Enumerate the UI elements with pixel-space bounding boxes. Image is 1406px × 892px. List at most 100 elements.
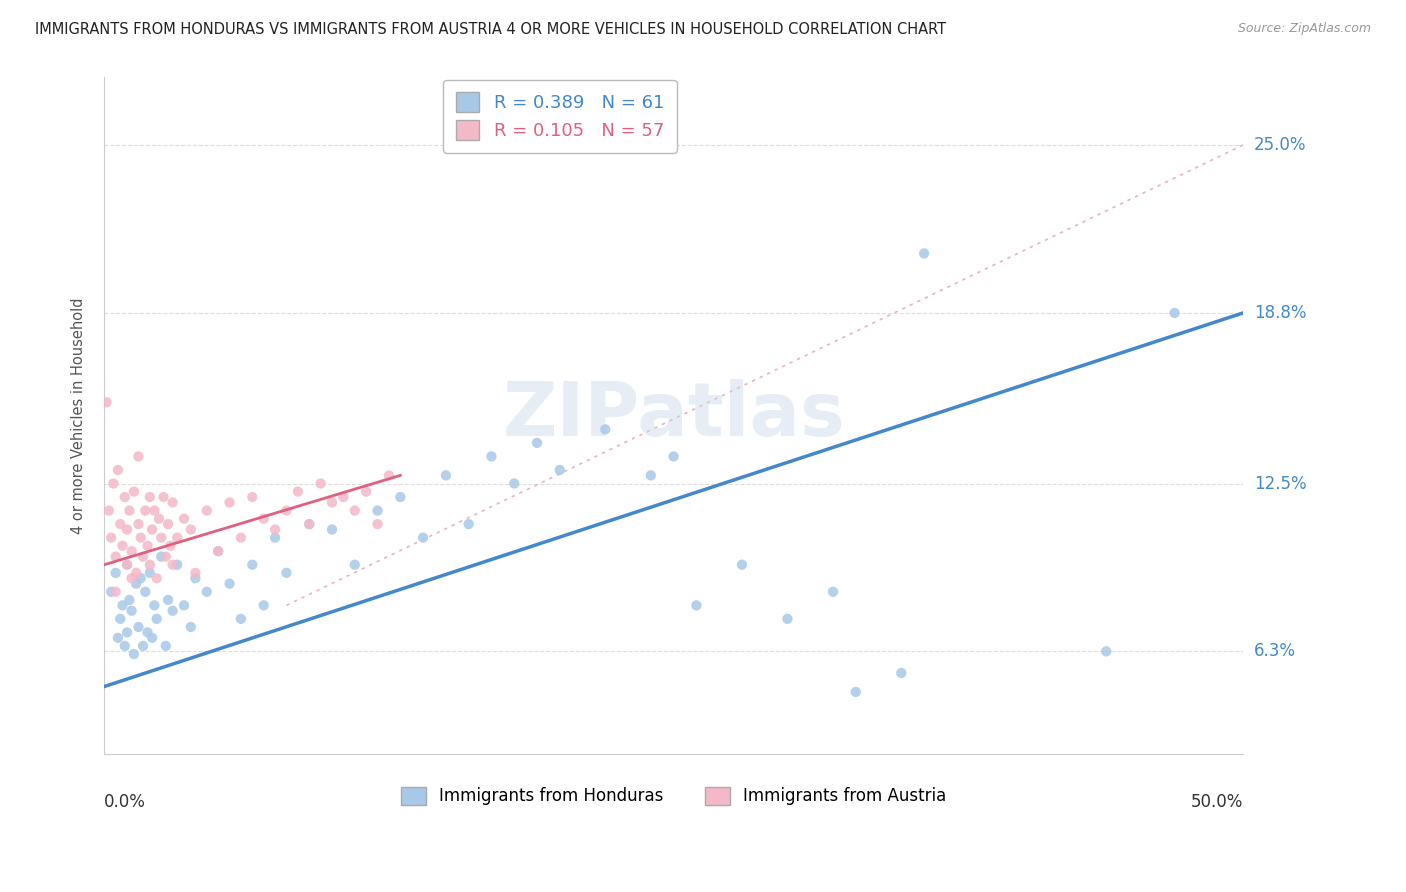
Point: [107, 463, 129, 477]
Point: [155, 639, 177, 653]
Point: [145, 612, 167, 626]
Point: [157, 517, 180, 532]
Point: [150, 531, 173, 545]
Point: [1095, 644, 1118, 658]
Point: [129, 571, 152, 585]
Point: [115, 558, 138, 572]
Point: [253, 511, 276, 525]
Point: [195, 584, 218, 599]
Point: [97, 503, 120, 517]
Point: [229, 612, 252, 626]
Point: [162, 558, 184, 572]
Point: [104, 549, 127, 564]
Point: [115, 523, 138, 537]
Point: [125, 576, 148, 591]
Point: [276, 566, 298, 580]
Legend: Immigrants from Honduras, Immigrants from Austria: Immigrants from Honduras, Immigrants fro…: [392, 778, 955, 814]
Point: [159, 539, 181, 553]
Text: 6.3%: 6.3%: [1254, 642, 1296, 660]
Point: [776, 612, 799, 626]
Point: [104, 566, 127, 580]
Point: [595, 422, 617, 436]
Point: [127, 620, 149, 634]
Point: [166, 531, 188, 545]
Text: IMMIGRANTS FROM HONDURAS VS IMMIGRANTS FROM AUSTRIA 4 OR MORE VEHICLES IN HOUSEH: IMMIGRANTS FROM HONDURAS VS IMMIGRANTS F…: [35, 22, 946, 37]
Point: [143, 599, 166, 613]
Point: [184, 566, 207, 580]
Point: [731, 558, 754, 572]
Text: 12.5%: 12.5%: [1254, 475, 1306, 492]
Point: [127, 450, 149, 464]
Point: [276, 503, 298, 517]
Point: [412, 531, 434, 545]
Point: [118, 503, 141, 517]
Point: [240, 490, 263, 504]
Point: [298, 517, 321, 532]
Point: [264, 523, 287, 537]
Point: [104, 584, 127, 599]
Point: [343, 558, 366, 572]
Point: [100, 584, 122, 599]
Point: [115, 558, 138, 572]
Point: [457, 517, 479, 532]
Point: [139, 558, 162, 572]
Point: [173, 599, 195, 613]
Point: [134, 503, 156, 517]
Point: [253, 599, 276, 613]
Point: [111, 539, 134, 553]
Point: [162, 604, 184, 618]
Point: [503, 476, 526, 491]
Point: [240, 558, 263, 572]
Point: [526, 436, 548, 450]
Point: [122, 647, 145, 661]
Point: [180, 620, 202, 634]
Point: [548, 463, 571, 477]
Point: [114, 639, 136, 653]
Point: [229, 531, 252, 545]
Point: [173, 511, 195, 525]
Point: [287, 484, 309, 499]
Point: [1163, 306, 1185, 320]
Text: Source: ZipAtlas.com: Source: ZipAtlas.com: [1237, 22, 1371, 36]
Text: 0.0%: 0.0%: [104, 793, 146, 811]
Point: [129, 531, 152, 545]
Point: [136, 625, 159, 640]
Point: [152, 490, 174, 504]
Text: 18.8%: 18.8%: [1254, 304, 1306, 322]
Point: [148, 511, 170, 525]
Point: [111, 599, 134, 613]
Point: [640, 468, 662, 483]
Point: [367, 503, 389, 517]
Point: [332, 490, 354, 504]
Point: [321, 495, 343, 509]
Point: [125, 566, 148, 580]
Point: [218, 576, 240, 591]
Point: [157, 593, 180, 607]
Point: [110, 612, 132, 626]
Point: [207, 544, 229, 558]
Point: [150, 549, 173, 564]
Text: 50.0%: 50.0%: [1191, 793, 1243, 811]
Point: [685, 599, 707, 613]
Point: [121, 571, 143, 585]
Point: [309, 476, 332, 491]
Point: [134, 584, 156, 599]
Point: [195, 503, 218, 517]
Point: [180, 523, 202, 537]
Point: [136, 539, 159, 553]
Point: [96, 395, 118, 409]
Point: [103, 476, 125, 491]
Point: [132, 639, 155, 653]
Point: [378, 468, 401, 483]
Point: [145, 571, 167, 585]
Y-axis label: 4 or more Vehicles in Household: 4 or more Vehicles in Household: [72, 298, 86, 534]
Point: [121, 544, 143, 558]
Point: [845, 685, 868, 699]
Text: ZIPatlas: ZIPatlas: [502, 379, 845, 452]
Point: [132, 549, 155, 564]
Point: [912, 246, 935, 260]
Point: [184, 571, 207, 585]
Point: [662, 450, 685, 464]
Point: [143, 503, 166, 517]
Point: [481, 450, 503, 464]
